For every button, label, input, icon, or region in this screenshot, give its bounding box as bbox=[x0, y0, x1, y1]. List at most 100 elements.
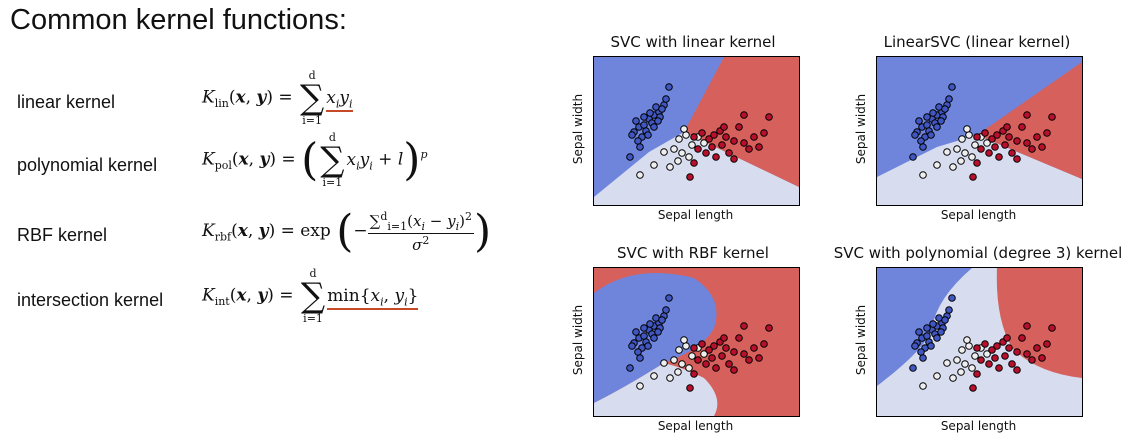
data-point bbox=[705, 135, 713, 143]
data-point bbox=[915, 117, 923, 125]
data-point bbox=[971, 141, 979, 149]
data-point bbox=[730, 366, 738, 374]
data-point bbox=[640, 324, 648, 332]
data-point bbox=[963, 125, 971, 133]
data-point bbox=[654, 117, 662, 125]
decision-regions bbox=[594, 268, 799, 416]
data-point bbox=[710, 131, 718, 139]
data-point bbox=[632, 328, 640, 336]
plot-area bbox=[876, 56, 1083, 206]
data-point bbox=[995, 153, 1003, 161]
polynomial-kernel-formula: Kpol(x, y) = (d ∑ i=1 xiyi + l)p bbox=[202, 131, 428, 189]
data-point bbox=[958, 135, 966, 143]
data-point bbox=[660, 359, 668, 367]
data-point bbox=[961, 360, 969, 368]
data-point bbox=[1005, 133, 1013, 141]
data-point bbox=[953, 145, 961, 153]
data-point bbox=[658, 316, 666, 324]
data-point bbox=[702, 360, 710, 368]
data-point bbox=[963, 336, 971, 344]
data-point bbox=[919, 171, 927, 179]
data-point bbox=[933, 372, 941, 380]
data-point bbox=[710, 342, 718, 350]
data-point bbox=[911, 131, 919, 139]
data-point bbox=[636, 382, 644, 390]
data-point bbox=[1001, 141, 1009, 149]
kernel-name: RBF kernel bbox=[17, 225, 108, 245]
data-point bbox=[957, 157, 965, 165]
data-point bbox=[919, 143, 927, 151]
kernel-name: polynomial kernel bbox=[17, 155, 158, 175]
data-point bbox=[941, 105, 949, 113]
data-point bbox=[662, 95, 670, 103]
data-point bbox=[745, 145, 753, 153]
data-point bbox=[654, 328, 662, 336]
data-point bbox=[981, 129, 989, 137]
data-point bbox=[708, 354, 716, 362]
data-point bbox=[720, 123, 728, 131]
data-point bbox=[644, 131, 652, 139]
data-point bbox=[700, 139, 708, 147]
plot-area bbox=[876, 267, 1083, 417]
kernel-row-linear: linear kernel Klin(x, y) = d ∑ i=1 xiyi bbox=[0, 70, 560, 130]
data-point bbox=[722, 133, 730, 141]
data-point bbox=[740, 322, 748, 330]
data-point bbox=[680, 336, 688, 344]
data-point bbox=[674, 368, 682, 376]
data-point bbox=[958, 346, 966, 354]
data-point bbox=[927, 342, 935, 350]
plot-area bbox=[593, 267, 800, 417]
data-point bbox=[760, 129, 768, 137]
data-point bbox=[730, 155, 738, 163]
plot-title: LinearSVC (linear kernel) bbox=[883, 33, 1071, 51]
data-point bbox=[977, 145, 985, 153]
data-point bbox=[991, 354, 999, 362]
data-point bbox=[680, 125, 688, 133]
data-point bbox=[650, 123, 658, 131]
data-point bbox=[725, 149, 733, 157]
data-point bbox=[1008, 149, 1016, 157]
data-point bbox=[686, 384, 694, 392]
data-point bbox=[1003, 334, 1011, 342]
data-point bbox=[961, 149, 969, 157]
x-axis-label: Sepal length bbox=[657, 419, 734, 433]
data-point bbox=[973, 344, 981, 352]
data-point bbox=[670, 145, 678, 153]
kernel-row-polynomial: polynomial kernel Kpol(x, y) = (d ∑ i=1 xiy… bbox=[0, 130, 560, 190]
data-point bbox=[1023, 111, 1031, 119]
data-point bbox=[628, 131, 636, 139]
data-point bbox=[698, 340, 706, 348]
data-point bbox=[725, 360, 733, 368]
data-point bbox=[1048, 113, 1056, 121]
data-point bbox=[678, 360, 686, 368]
data-point bbox=[911, 342, 919, 350]
data-point bbox=[915, 328, 923, 336]
kernel-name: intersection kernel bbox=[17, 290, 164, 310]
data-point bbox=[969, 384, 977, 392]
data-point bbox=[948, 294, 956, 302]
decision-regions bbox=[594, 57, 799, 205]
data-point bbox=[985, 360, 993, 368]
data-point bbox=[690, 159, 698, 167]
data-point bbox=[765, 324, 773, 332]
data-point bbox=[988, 346, 996, 354]
data-point bbox=[675, 346, 683, 354]
data-point bbox=[740, 139, 748, 147]
data-point bbox=[1033, 133, 1041, 141]
kernel-row-rbf: RBF kernel Krbf(x, y) = exp (− ∑di=1(xi −… bbox=[0, 200, 560, 260]
data-point bbox=[700, 350, 708, 358]
data-point bbox=[755, 354, 763, 362]
data-point bbox=[977, 356, 985, 364]
rbf-kernel-formula: Krbf(x, y) = exp (− ∑di=1(xi − yi)2 σ2) bbox=[202, 206, 492, 257]
data-point bbox=[1028, 145, 1036, 153]
data-point bbox=[674, 157, 682, 165]
data-point bbox=[708, 143, 716, 151]
data-point bbox=[1028, 356, 1036, 364]
data-point bbox=[923, 324, 931, 332]
data-point bbox=[945, 306, 953, 314]
data-point bbox=[690, 344, 698, 352]
y-axis-label: Sepal width bbox=[571, 93, 585, 165]
data-point bbox=[662, 306, 670, 314]
data-point bbox=[675, 135, 683, 143]
x-axis-label: Sepal length bbox=[657, 208, 734, 222]
